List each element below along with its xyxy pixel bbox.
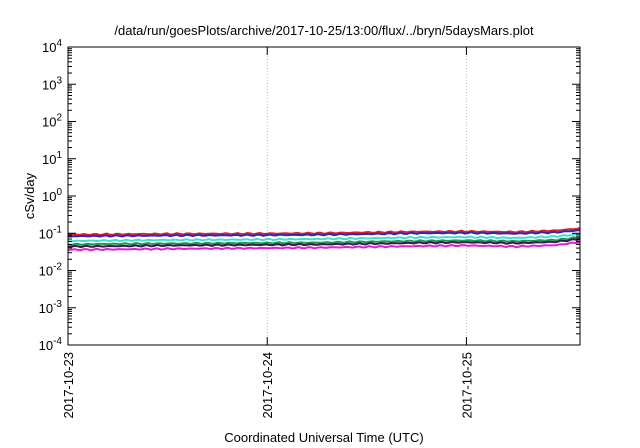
y-tick-label: 10-3: [39, 299, 63, 316]
y-tick-label: 102: [42, 113, 62, 130]
x-tick-label: 2017-10-25: [459, 352, 474, 419]
grid: [266, 47, 467, 345]
y-tick-label: 100: [42, 187, 62, 204]
plot-frame: [67, 46, 581, 346]
series-line: [67, 236, 581, 247]
y-tick-label: 10-4: [39, 336, 63, 353]
y-tick-label: 101: [42, 150, 62, 167]
y-tick-label: 103: [42, 75, 62, 92]
y-tick-label: 104: [42, 38, 62, 55]
x-tick-label: 2017-10-23: [61, 352, 76, 419]
y-axis: 10-4 10-3 10-2 10-1 100 101 102 103 104: [39, 38, 580, 353]
series-line: [67, 240, 581, 252]
x-axis-label: Coordinated Universal Time (UTC): [224, 430, 423, 445]
chart-title: /data/run/goesPlots/archive/2017-10-25/1…: [114, 23, 534, 38]
x-axis: 2017-10-23 2017-10-24 2017-10-25: [61, 47, 474, 419]
y-tick-label: 10-2: [39, 262, 63, 279]
series-line: [67, 227, 581, 237]
x-tick-label: 2017-10-24: [260, 352, 275, 419]
series-line: [67, 238, 581, 249]
y-axis-label: cSv/day: [22, 172, 37, 219]
series-line: [67, 233, 581, 243]
y-tick-label: 10-1: [39, 224, 63, 241]
series-group: [67, 227, 581, 252]
series-line: [67, 229, 581, 238]
